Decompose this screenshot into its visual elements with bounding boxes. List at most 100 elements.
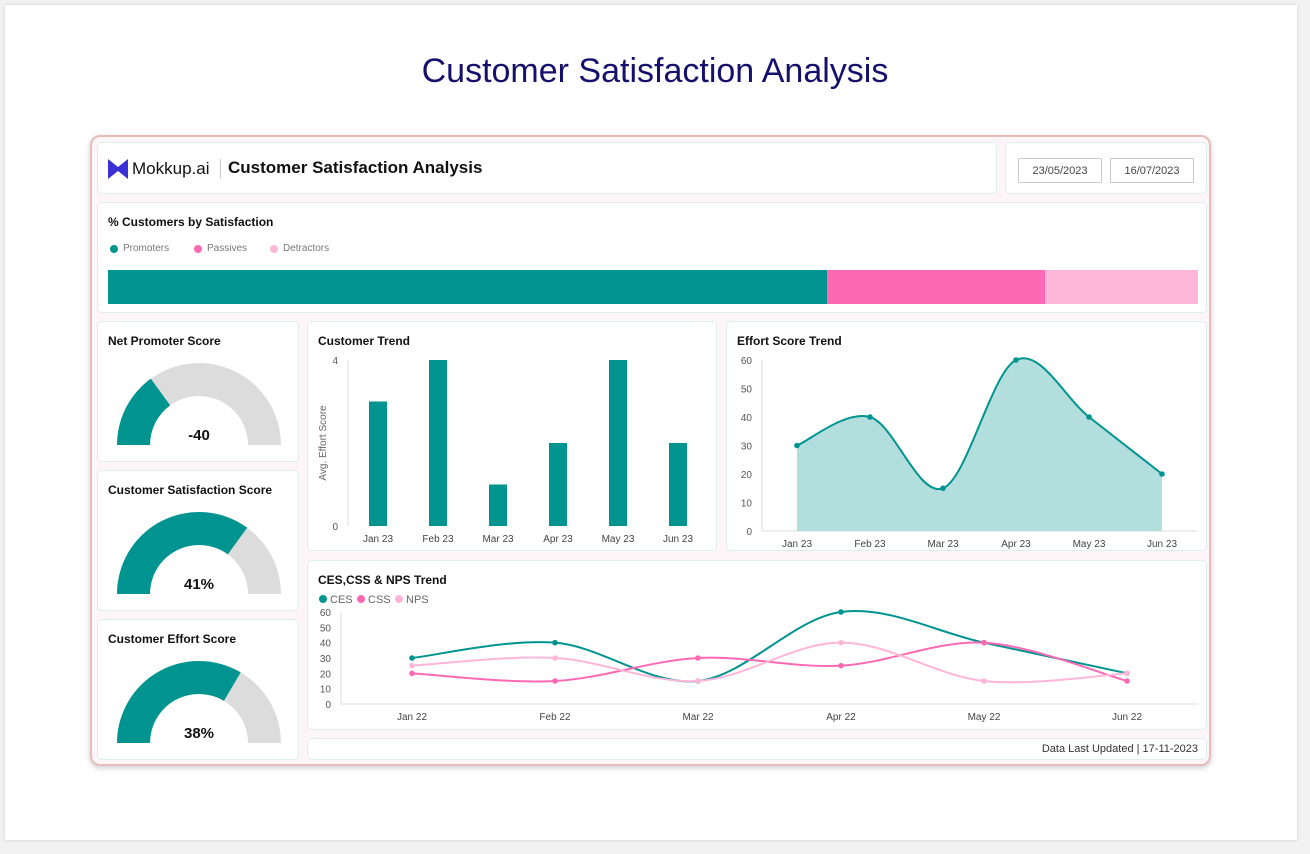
data-point	[794, 442, 800, 449]
data-point	[409, 662, 415, 669]
data-point	[552, 678, 558, 684]
x-tick-label: Mar 23	[482, 534, 514, 545]
legend-promoters: Promoters	[110, 243, 169, 254]
ces-css-nps-card: CES,CSS & NPS Trend 0 10 20 30 40 50 60 Jan 22 Fe…	[307, 560, 1207, 730]
y-tick-label: 10	[741, 499, 753, 510]
footer-card: Data Last Updated | 17-11-2023	[307, 738, 1207, 760]
date-to-input[interactable]: 16/07/2023	[1110, 158, 1194, 183]
satisfaction-title: % Customers by Satisfaction	[108, 215, 274, 229]
gauge-value: -40	[188, 427, 210, 444]
bar	[489, 484, 507, 526]
data-point	[695, 655, 701, 661]
legend-label: Detractors	[283, 243, 330, 254]
x-tick-label: Jun 22	[1112, 712, 1142, 723]
gauge-value: 41%	[184, 576, 214, 593]
x-tick-label: Jan 22	[397, 712, 427, 723]
y-tick-label: 0	[325, 700, 331, 711]
x-tick-label: Apr 22	[826, 712, 856, 723]
y-tick-label: 60	[320, 608, 332, 619]
y-tick-label: 30	[320, 654, 332, 665]
segment-detractors	[1045, 270, 1198, 304]
y-tick-label: 40	[741, 413, 753, 424]
satisfaction-card: % Customers by Satisfaction Promoters Pa…	[97, 202, 1207, 313]
y-tick-label: 40	[320, 639, 332, 650]
data-point	[981, 639, 987, 646]
x-tick-label: Feb 23	[422, 534, 454, 545]
gauge-card-nps: Net Promoter Score -40	[97, 321, 299, 462]
satisfaction-stacked-bar	[108, 270, 1198, 304]
data-point	[1124, 670, 1130, 677]
series-line-css	[411, 641, 1128, 683]
x-tick-label: Apr 23	[1001, 539, 1031, 550]
series-line-ces	[411, 610, 1128, 683]
x-tick-label: Jun 23	[663, 534, 693, 545]
legend-passives: Passives	[194, 243, 247, 254]
data-point	[838, 639, 844, 646]
gauge-title: Customer Effort Score	[108, 632, 237, 646]
legend-ces-dot-icon	[319, 595, 327, 603]
dashboard-title: Customer Satisfaction Analysis	[228, 158, 483, 177]
data-point	[1086, 414, 1092, 420]
x-tick-label: Feb 23	[854, 539, 886, 550]
segment-passives	[827, 270, 1046, 304]
x-tick-label: Jan 23	[782, 539, 812, 550]
chart-title: Effort Score Trend	[737, 334, 842, 348]
gauge-fill	[117, 661, 241, 743]
legend-label: Promoters	[123, 243, 170, 254]
last-updated: Data Last Updated | 17-11-2023	[1041, 743, 1198, 755]
legend-css-dot-icon	[357, 595, 365, 603]
data-point	[1124, 678, 1130, 684]
y-tick-label: 50	[320, 623, 332, 634]
data-point	[940, 485, 946, 492]
gauge-fill	[117, 512, 248, 594]
x-tick-label: May 23	[1073, 539, 1106, 550]
customer-trend-card: Customer Trend 0 4 Avg. Effort Score Jan 23 F…	[307, 321, 717, 551]
bar	[609, 360, 627, 526]
mokkup-logo-icon	[108, 159, 128, 179]
legend-detractors: Detractors	[270, 243, 329, 254]
legend-label: CSS	[368, 594, 391, 606]
divider	[220, 159, 221, 179]
x-tick-label: May 23	[602, 534, 635, 545]
x-tick-label: Apr 23	[543, 534, 573, 545]
y-axis-label: Avg. Effort Score	[318, 405, 329, 481]
y-tick-label: 30	[741, 442, 753, 453]
y-tick-label: 0	[746, 527, 752, 538]
gauge-track	[117, 363, 281, 445]
data-point	[695, 678, 701, 684]
y-tick-label: 50	[741, 385, 753, 396]
gauge-title: Customer Satisfaction Score	[108, 483, 273, 497]
y-tick-label: 0	[332, 522, 338, 533]
effort-trend-chart: 0 10 20 30 40 50 60 Jan 23 Feb 23 Mar 23 Apr 23 May…	[741, 356, 1197, 550]
x-tick-label: Mar 22	[682, 712, 714, 723]
data-point	[981, 678, 987, 684]
data-point	[552, 639, 558, 646]
data-point	[838, 662, 844, 669]
chart-title: Customer Trend	[318, 334, 411, 348]
x-tick-label: Feb 22	[539, 712, 571, 723]
promoters-dot-icon	[110, 244, 118, 253]
date-from-input[interactable]: 23/05/2023	[1018, 158, 1102, 183]
bar	[369, 401, 387, 526]
gauge-value: 38%	[184, 725, 214, 742]
customer-trend-chart: 0 4 Avg. Effort Score Jan 23 Feb 23 Mar 23 Apr…	[318, 356, 693, 545]
legend-label: Passives	[207, 243, 248, 254]
x-tick-label: Jan 23	[363, 534, 393, 545]
ces-css-nps-chart: 0 10 20 30 40 50 60 Jan 22 Feb 22 Mar 22 Apr 22 May…	[319, 594, 1198, 723]
segment-promoters	[108, 270, 828, 304]
gauge-fill	[117, 378, 171, 445]
gauge-card-csat: Customer Satisfaction Score 41%	[97, 470, 299, 611]
y-tick-label: 4	[332, 356, 338, 367]
area-fill	[797, 358, 1162, 531]
y-tick-label: 20	[320, 669, 332, 680]
legend-nps-dot-icon	[395, 595, 403, 603]
gauge-card-ces: Customer Effort Score 38%	[97, 619, 299, 760]
passives-dot-icon	[194, 244, 202, 253]
bar	[669, 443, 687, 526]
chart-title: CES,CSS & NPS Trend	[318, 573, 447, 587]
y-tick-label: 10	[320, 685, 332, 696]
data-point	[867, 414, 873, 420]
header-card: Mokkup.ai Customer Satisfaction Analysis	[97, 142, 997, 194]
bar	[549, 443, 567, 526]
data-point	[552, 655, 558, 661]
